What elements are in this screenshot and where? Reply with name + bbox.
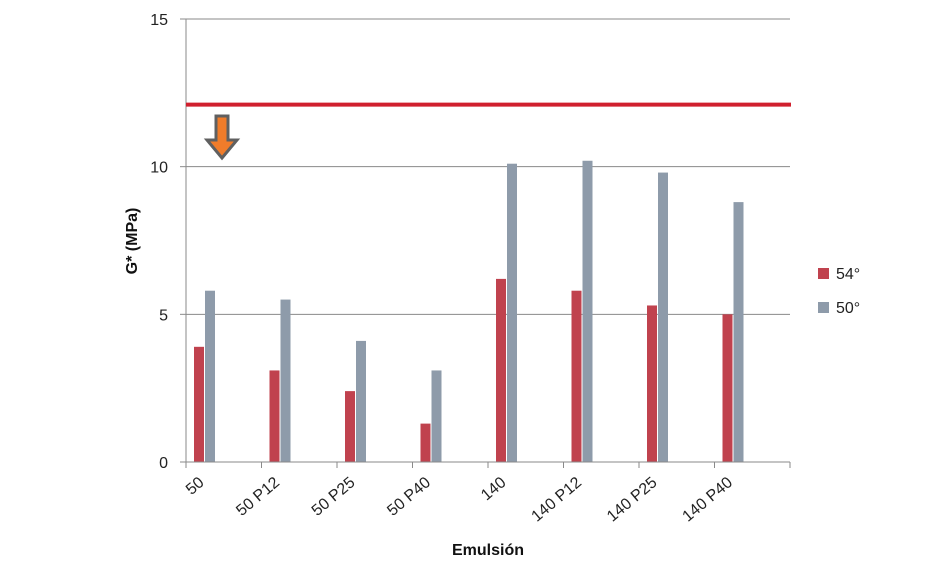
gridlines: [186, 18, 790, 315]
y-tick-label: 15: [150, 12, 168, 29]
x-tick-label: 140 P40: [679, 474, 736, 525]
bar: [507, 163, 517, 463]
x-tick-label: 140 P12: [528, 474, 585, 525]
bar: [205, 290, 215, 462]
bar: [647, 305, 657, 462]
bar: [269, 370, 280, 462]
legend-label-54: 54°: [836, 266, 860, 283]
legend: 54° 50°: [818, 266, 860, 317]
bar: [356, 340, 366, 462]
bars: [194, 160, 744, 463]
x-axis-title: Emulsión: [452, 542, 524, 559]
bar: [571, 290, 582, 462]
bar: [194, 346, 204, 462]
bar: [420, 423, 431, 462]
legend-swatch-50: [818, 302, 829, 313]
x-tick-label: 140 P25: [604, 474, 661, 525]
x-tick-label: 50 P12: [233, 474, 283, 520]
bar: [722, 314, 733, 462]
legend-label-50: 50°: [836, 300, 860, 317]
bar: [431, 370, 442, 462]
axes: [180, 18, 791, 468]
bar: [658, 172, 668, 462]
x-tick-label: 140: [478, 474, 509, 504]
legend-swatch-54: [818, 268, 829, 279]
y-tick-labels: 0 5 10 15: [150, 12, 168, 472]
bar: [733, 202, 744, 462]
down-arrow-icon: [203, 114, 241, 161]
x-tick-label: 50 P25: [309, 474, 359, 520]
bar: [280, 299, 291, 462]
bar: [345, 391, 355, 462]
arrow-group: [203, 114, 241, 161]
y-axis-title: G* (MPa): [124, 208, 141, 275]
x-tick-label: 50: [183, 474, 208, 499]
x-tick-labels: 50 50 P12 50 P25 50 P40 140 140 P12 140 P25 140…: [183, 474, 736, 525]
y-tick-label: 10: [150, 160, 168, 177]
y-tick-label: 5: [159, 307, 168, 324]
bar: [582, 160, 593, 462]
bar: [496, 278, 506, 462]
x-tick-label: 50 P40: [384, 474, 434, 520]
y-tick-label: 0: [159, 455, 168, 472]
